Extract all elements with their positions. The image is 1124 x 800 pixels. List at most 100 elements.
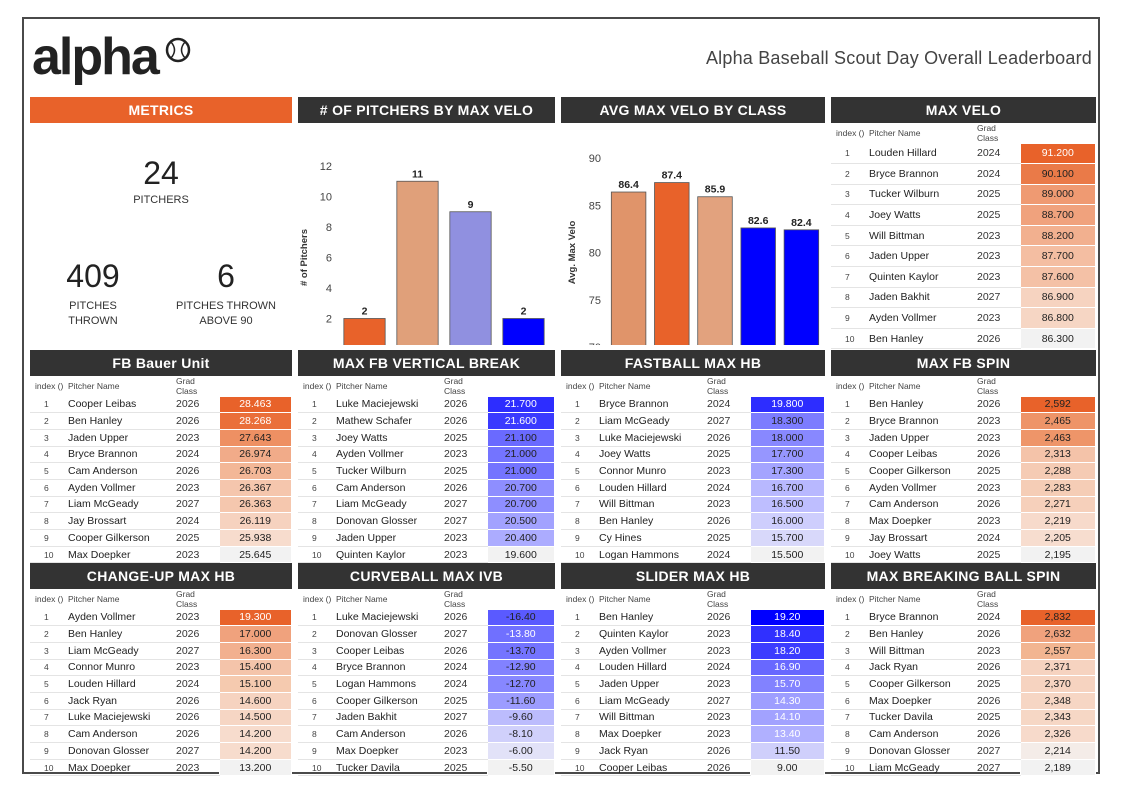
table-row[interactable]: 6 Ayden Vollmer 2023 26.367 (30, 478, 292, 497)
table-row[interactable]: 4 Bryce Brannon 2024 -12.90 (298, 658, 555, 677)
table-row[interactable]: 6 Jack Ryan 2026 14.600 (30, 691, 292, 710)
table-row[interactable]: 4 Ayden Vollmer 2023 21.000 (298, 445, 555, 464)
grad-class: 2024 (705, 659, 750, 677)
table-row[interactable]: 2 Mathew Schafer 2026 21.600 (298, 412, 555, 430)
grad-class: 2026 (705, 759, 750, 777)
table-row[interactable]: 9 Cy Hines 2025 15.700 (561, 529, 825, 547)
metric-value: 14.30 (749, 691, 825, 710)
table-row[interactable]: 4 Connor Munro 2023 15.400 (30, 658, 292, 677)
table-row[interactable]: 2 Bryce Brannon 2024 90.100 (831, 163, 1096, 185)
table-row[interactable]: 1 Louden Hillard 2024 91.200 (831, 142, 1096, 165)
table-row[interactable]: 9 Jaden Upper 2023 20.400 (298, 529, 555, 547)
table-row[interactable]: 10 Max Doepker 2023 13.200 (30, 758, 292, 777)
table-row[interactable]: 2 Ben Hanley 2026 2,632 (831, 625, 1096, 643)
table-row[interactable]: 10 Joey Watts 2025 2,195 (831, 545, 1096, 564)
table-row[interactable]: 4 Joey Watts 2025 88.700 (831, 204, 1096, 226)
table-row[interactable]: 2 Donovan Glosser 2027 -13.80 (298, 625, 555, 643)
table-row[interactable]: 3 Will Bittman 2023 2,557 (831, 641, 1096, 660)
table-row[interactable]: 1 Bryce Brannon 2024 19.800 (561, 395, 825, 414)
table-row[interactable]: 6 Cam Anderson 2026 20.700 (298, 478, 555, 497)
table-row[interactable]: 1 Luke Maciejewski 2026 21.700 (298, 395, 555, 414)
table-row[interactable]: 2 Quinten Kaylor 2023 18.40 (561, 625, 825, 643)
table-row[interactable]: 8 Max Doepker 2023 13.40 (561, 725, 825, 743)
table-row[interactable]: 6 Max Doepker 2026 2,348 (831, 691, 1096, 710)
table-row[interactable]: 2 Ben Hanley 2026 17.000 (30, 625, 292, 643)
table-row[interactable]: 9 Ayden Vollmer 2023 86.800 (831, 307, 1096, 329)
table-row[interactable]: 5 Logan Hammons 2024 -12.70 (298, 675, 555, 693)
table-row[interactable]: 1 Ben Hanley 2026 19.20 (561, 608, 825, 627)
table-row[interactable]: 6 Liam McGeady 2027 14.30 (561, 691, 825, 710)
table-row[interactable]: 8 Max Doepker 2023 2,219 (831, 512, 1096, 530)
table-row[interactable]: 3 Joey Watts 2025 21.100 (298, 428, 555, 447)
table-row[interactable]: 3 Liam McGeady 2027 16.300 (30, 641, 292, 660)
table-row[interactable]: 6 Jaden Upper 2023 87.700 (831, 245, 1096, 268)
table-row[interactable]: 5 Jaden Upper 2023 15.70 (561, 675, 825, 693)
metric-value: 13.200 (218, 758, 292, 777)
table-row[interactable]: 10 Logan Hammons 2024 15.500 (561, 545, 825, 564)
table-row[interactable]: 1 Cooper Leibas 2026 28.463 (30, 395, 292, 414)
table-row[interactable]: 4 Jack Ryan 2026 2,371 (831, 658, 1096, 677)
table-row[interactable]: 7 Quinten Kaylor 2023 87.600 (831, 266, 1096, 288)
table-row[interactable]: 7 Liam McGeady 2027 20.700 (298, 495, 555, 514)
table-row[interactable]: 3 Jaden Upper 2023 27.643 (30, 428, 292, 447)
table-row[interactable]: 4 Louden Hillard 2024 16.90 (561, 658, 825, 677)
table-row[interactable]: 7 Cam Anderson 2026 2,271 (831, 495, 1096, 514)
table-row[interactable]: 9 Jack Ryan 2026 11.50 (561, 742, 825, 760)
table-row[interactable]: 10 Tucker Davila 2025 -5.50 (298, 758, 555, 777)
table-row[interactable]: 8 Jaden Bakhit 2027 86.900 (831, 286, 1096, 309)
table-row[interactable]: 10 Max Doepker 2023 25.645 (30, 545, 292, 564)
table-row[interactable]: 8 Cam Anderson 2026 14.200 (30, 725, 292, 743)
table-row[interactable]: 2 Bryce Brannon 2023 2,465 (831, 412, 1096, 430)
table-row[interactable]: 9 Jay Brossart 2024 2,205 (831, 529, 1096, 547)
table-row[interactable]: 3 Jaden Upper 2023 2,463 (831, 428, 1096, 447)
table-row[interactable]: 1 Ben Hanley 2026 2,592 (831, 395, 1096, 414)
table-row[interactable]: 7 Will Bittman 2023 14.10 (561, 708, 825, 727)
table-row[interactable]: 9 Cooper Gilkerson 2025 25.938 (30, 529, 292, 547)
table-row[interactable]: 10 Cooper Leibas 2026 9.00 (561, 758, 825, 777)
table-row[interactable]: 8 Cam Anderson 2026 -8.10 (298, 725, 555, 743)
table-row[interactable]: 3 Ayden Vollmer 2023 18.20 (561, 641, 825, 660)
table-row[interactable]: 1 Luke Maciejewski 2026 -16.40 (298, 608, 555, 627)
table-row[interactable]: 5 Louden Hillard 2024 15.100 (30, 675, 292, 693)
table-row[interactable]: 3 Luke Maciejewski 2026 18.000 (561, 428, 825, 447)
table-row[interactable]: 1 Bryce Brannon 2024 2,832 (831, 608, 1096, 627)
table-header-row: index () Pitcher Name Grad Class (831, 589, 1096, 609)
table-row[interactable]: 3 Tucker Wilburn 2025 89.000 (831, 183, 1096, 206)
table-row[interactable]: 10 Ben Hanley 2026 86.300 (831, 327, 1096, 350)
table-row[interactable]: 2 Ben Hanley 2026 28.268 (30, 412, 292, 430)
table-row[interactable]: 3 Cooper Leibas 2026 -13.70 (298, 641, 555, 660)
pitcher-name: Jaden Bakhit (334, 709, 442, 727)
table-row[interactable]: 7 Tucker Davila 2025 2,343 (831, 708, 1096, 727)
row-index: 7 (561, 709, 597, 727)
table-row[interactable]: 9 Max Doepker 2023 -6.00 (298, 742, 555, 760)
table-row[interactable]: 8 Ben Hanley 2026 16.000 (561, 512, 825, 530)
row-index: 8 (561, 725, 597, 743)
table-row[interactable]: 5 Cooper Gilkerson 2025 2,288 (831, 462, 1096, 480)
table-row[interactable]: 9 Donovan Glosser 2027 14.200 (30, 742, 292, 760)
table-row[interactable]: 2 Liam McGeady 2027 18.300 (561, 412, 825, 430)
table-row[interactable]: 5 Tucker Wilburn 2025 21.000 (298, 462, 555, 480)
table-row[interactable]: 5 Connor Munro 2023 17.300 (561, 462, 825, 480)
table-row[interactable]: 10 Liam McGeady 2027 2,189 (831, 758, 1096, 777)
table-row[interactable]: 4 Cooper Leibas 2026 2,313 (831, 445, 1096, 464)
metric-value: 88.200 (1019, 224, 1096, 247)
pitchers-label: PITCHERS (133, 194, 189, 206)
table-row[interactable]: 8 Donovan Glosser 2027 20.500 (298, 512, 555, 530)
table-row[interactable]: 7 Liam McGeady 2027 26.363 (30, 495, 292, 514)
table-row[interactable]: 7 Jaden Bakhit 2027 -9.60 (298, 708, 555, 727)
table-row[interactable]: 1 Ayden Vollmer 2023 19.300 (30, 608, 292, 627)
table-row[interactable]: 10 Quinten Kaylor 2023 19.600 (298, 545, 555, 564)
table-row[interactable]: 4 Joey Watts 2025 17.700 (561, 445, 825, 464)
table-row[interactable]: 5 Cooper Gilkerson 2025 2,370 (831, 675, 1096, 693)
table-row[interactable]: 6 Cooper Gilkerson 2025 -11.60 (298, 691, 555, 710)
table-row[interactable]: 6 Louden Hillard 2024 16.700 (561, 478, 825, 497)
table-row[interactable]: 4 Bryce Brannon 2024 26.974 (30, 445, 292, 464)
table-row[interactable]: 7 Luke Maciejewski 2026 14.500 (30, 708, 292, 727)
table-row[interactable]: 7 Will Bittman 2023 16.500 (561, 495, 825, 514)
table-row[interactable]: 5 Will Bittman 2023 88.200 (831, 224, 1096, 247)
table-row[interactable]: 8 Cam Anderson 2026 2,326 (831, 725, 1096, 743)
table-row[interactable]: 8 Jay Brossart 2024 26.119 (30, 512, 292, 530)
table-row[interactable]: 6 Ayden Vollmer 2023 2,283 (831, 478, 1096, 497)
table-row[interactable]: 5 Cam Anderson 2026 26.703 (30, 462, 292, 480)
table-row[interactable]: 9 Donovan Glosser 2027 2,214 (831, 742, 1096, 760)
